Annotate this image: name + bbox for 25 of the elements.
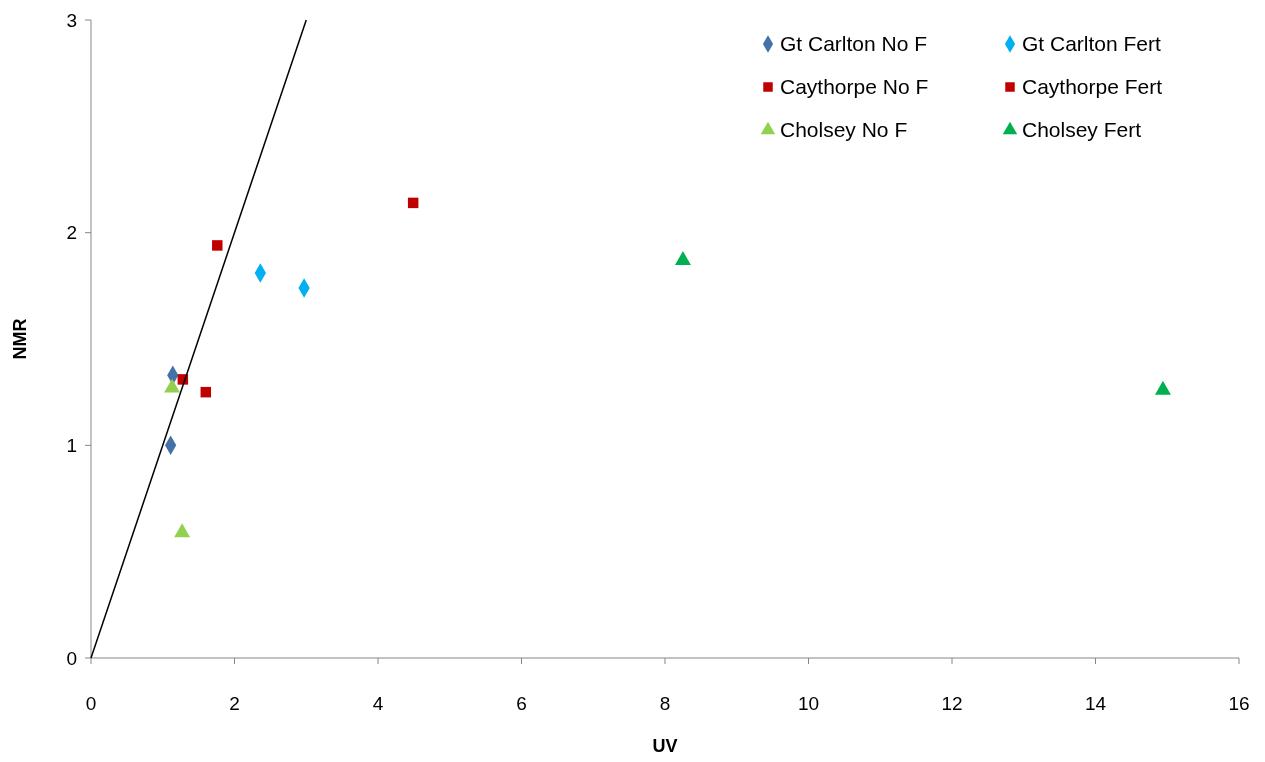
legend-label: Cholsey Fert: [1022, 118, 1142, 142]
x-tick-label: 6: [516, 693, 527, 714]
legend-label: Gt Carlton Fert: [1022, 32, 1162, 56]
point: [200, 386, 212, 398]
y-tick-label: 3: [66, 9, 77, 31]
x-tick-label: 2: [229, 693, 240, 714]
x-tick-label: 12: [941, 693, 963, 714]
x-axis-title: UV: [652, 736, 678, 756]
y-tick-label: 1: [66, 434, 77, 456]
x-tick-label: 14: [1084, 693, 1107, 714]
legend-label: Caythorpe Fert: [1022, 75, 1163, 99]
legend-label: Gt Carlton No F: [780, 32, 928, 56]
point: [407, 197, 419, 209]
x-tick-label: 16: [1228, 693, 1250, 714]
x-tick-label: 0: [85, 693, 97, 714]
point: [212, 240, 223, 251]
y-axis-title: NMR: [10, 318, 30, 360]
legend-label: Caythorpe No F: [780, 75, 929, 99]
x-tick-label: 4: [372, 693, 384, 714]
x-tick-label: 8: [659, 693, 671, 714]
y-tick-label: 2: [66, 222, 77, 244]
x-tick-label: 10: [797, 693, 820, 714]
legend-label: Cholsey No F: [780, 118, 908, 142]
y-tick-label: 0: [66, 647, 77, 669]
point: [174, 523, 191, 538]
